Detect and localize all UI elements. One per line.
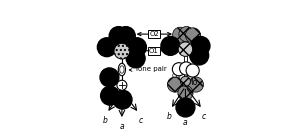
Circle shape (190, 46, 209, 65)
Circle shape (176, 98, 195, 117)
Circle shape (178, 42, 193, 56)
Circle shape (188, 77, 204, 92)
Text: a: a (120, 122, 124, 131)
Circle shape (180, 62, 193, 75)
Text: O3: O3 (172, 73, 181, 79)
Circle shape (109, 27, 128, 46)
Text: La: La (187, 43, 196, 52)
Circle shape (117, 80, 127, 90)
Circle shape (97, 38, 116, 57)
Circle shape (172, 27, 188, 42)
Text: b: b (166, 112, 171, 121)
Text: b: b (103, 116, 108, 125)
Text: O2: O2 (149, 31, 159, 37)
Circle shape (167, 77, 183, 92)
Circle shape (178, 85, 193, 101)
Circle shape (113, 90, 132, 109)
Text: O1: O1 (149, 48, 159, 54)
Circle shape (101, 86, 120, 105)
Circle shape (126, 49, 145, 68)
Circle shape (100, 68, 119, 87)
Circle shape (161, 36, 180, 55)
Text: c: c (202, 112, 206, 121)
Circle shape (172, 63, 185, 76)
Text: a: a (183, 118, 188, 127)
Circle shape (179, 27, 194, 42)
Circle shape (185, 28, 201, 43)
Text: Sn: Sn (104, 45, 113, 54)
Text: lone pair: lone pair (129, 66, 167, 72)
Circle shape (128, 38, 146, 57)
Circle shape (180, 76, 190, 86)
Text: c: c (138, 116, 143, 125)
Ellipse shape (120, 66, 124, 73)
Circle shape (116, 27, 135, 46)
Circle shape (191, 36, 210, 55)
Circle shape (186, 64, 199, 77)
Text: W: W (108, 81, 115, 90)
Ellipse shape (118, 63, 125, 76)
Circle shape (114, 43, 130, 59)
Text: Mo: Mo (186, 78, 197, 87)
